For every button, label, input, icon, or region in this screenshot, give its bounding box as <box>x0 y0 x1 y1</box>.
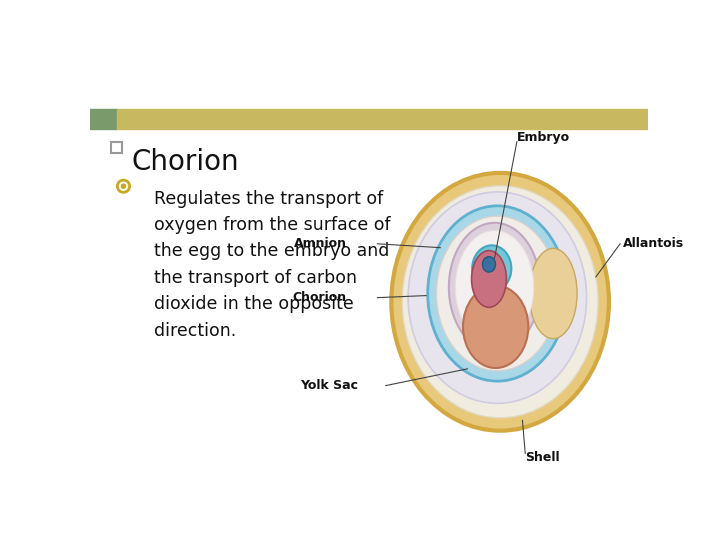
Ellipse shape <box>402 186 598 418</box>
Text: Allantois: Allantois <box>623 237 684 251</box>
Text: Amnion: Amnion <box>294 237 347 251</box>
Ellipse shape <box>392 173 609 431</box>
Text: Embryo: Embryo <box>517 131 570 144</box>
Ellipse shape <box>455 231 534 344</box>
Ellipse shape <box>472 245 511 292</box>
Text: Shell: Shell <box>526 451 560 464</box>
Text: Chorion: Chorion <box>292 291 347 304</box>
Ellipse shape <box>121 184 126 189</box>
Bar <box>111 141 122 153</box>
Ellipse shape <box>529 248 577 339</box>
Ellipse shape <box>428 206 567 381</box>
Ellipse shape <box>472 251 506 307</box>
Ellipse shape <box>449 223 540 352</box>
Text: Chorion: Chorion <box>132 148 240 176</box>
Ellipse shape <box>408 192 587 403</box>
Bar <box>117 109 648 129</box>
Bar <box>90 109 117 129</box>
Text: Regulates the transport of
oxygen from the surface of
the egg to the embryo and
: Regulates the transport of oxygen from t… <box>154 190 391 340</box>
Text: Yolk Sac: Yolk Sac <box>300 379 358 392</box>
Ellipse shape <box>463 286 528 368</box>
Ellipse shape <box>436 216 558 371</box>
Ellipse shape <box>482 256 495 272</box>
